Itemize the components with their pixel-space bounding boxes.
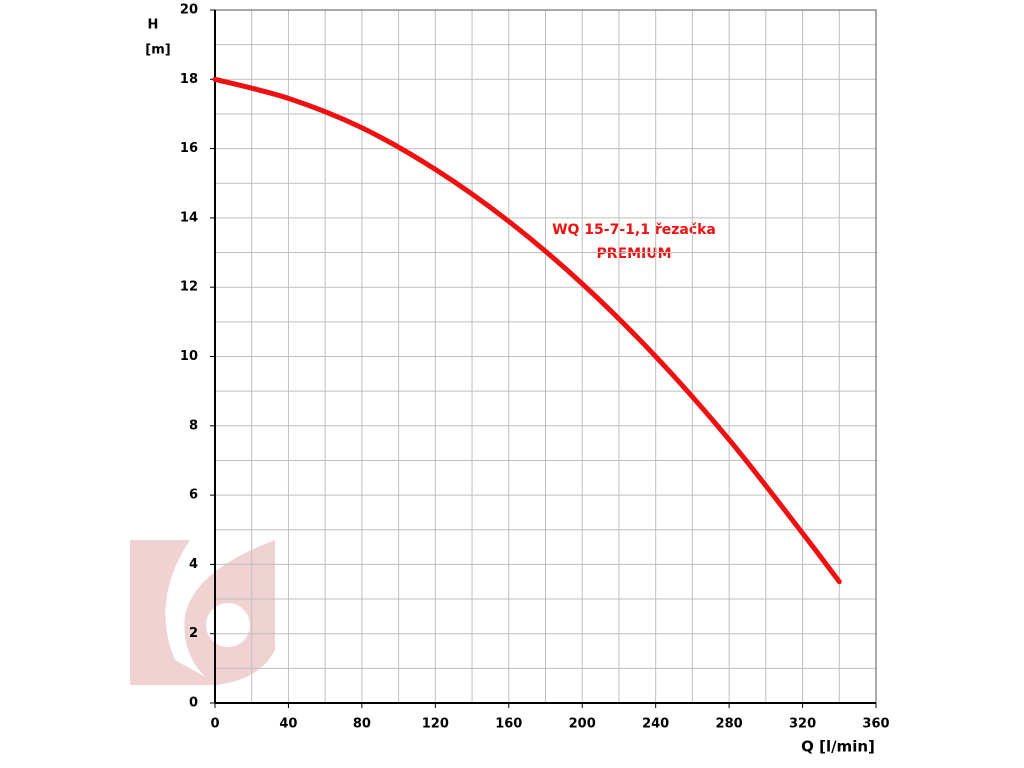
y-tick-label: 6 (189, 488, 198, 503)
y-tick-label: 16 (180, 141, 198, 156)
y-tick-label: 18 (180, 72, 198, 87)
x-tick-label: 240 (642, 717, 669, 732)
x-tick-label: 0 (210, 717, 219, 732)
y-axis-label: H (148, 18, 159, 33)
y-tick-label: 12 (180, 280, 198, 295)
x-tick-label: 200 (569, 717, 596, 732)
x-tick-label: 160 (495, 717, 522, 732)
x-axis-label: Q [l/min] (801, 738, 875, 756)
x-tick-label: 280 (716, 717, 743, 732)
annotation: WQ 15-7-1,1 řezačka (552, 222, 716, 238)
x-tick-label: 360 (862, 717, 889, 732)
y-tick-label: 8 (189, 418, 198, 433)
y-axis-label: [m] (145, 43, 170, 58)
x-tick-label: 320 (789, 717, 816, 732)
x-tick-label: 40 (279, 717, 297, 732)
annotation: PREMIUM (596, 246, 671, 262)
y-tick-label: 0 (189, 696, 198, 711)
watermark-logo (130, 540, 275, 685)
x-tick-label: 120 (422, 717, 449, 732)
x-tick-label: 80 (353, 717, 371, 732)
y-tick-label: 2 (189, 626, 198, 641)
y-tick-label: 14 (180, 210, 198, 225)
y-tick-label: 10 (180, 349, 198, 364)
y-tick-label: 4 (189, 557, 198, 572)
y-tick-label: 20 (180, 3, 198, 18)
data-line (212, 76, 842, 585)
